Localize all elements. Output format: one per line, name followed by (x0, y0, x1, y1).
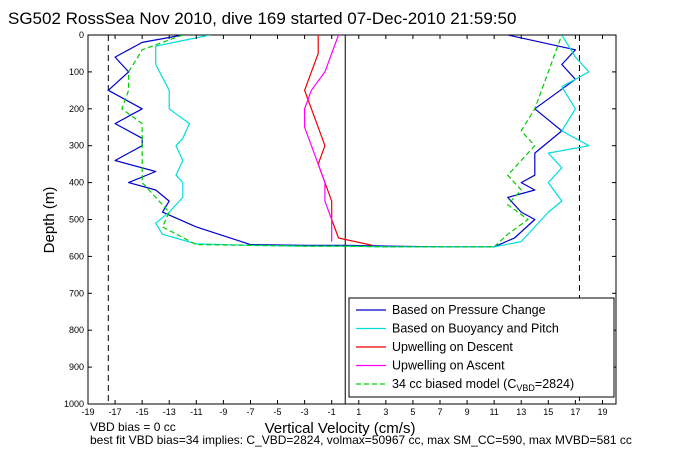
footer-fit-note: best fit VBD bias=34 implies: C_VBD=2824… (90, 433, 632, 447)
series-line-1 (155, 35, 590, 248)
y-tick-label: 500 (69, 215, 84, 225)
x-tick-label: 19 (597, 407, 607, 417)
y-tick-label: 400 (69, 178, 84, 188)
x-tick-label: 3 (383, 407, 388, 417)
x-tick-label: -5 (274, 407, 282, 417)
x-tick-label: -19 (81, 407, 94, 417)
y-tick-label: 700 (69, 288, 84, 298)
y-axis-ticks: 0 100 200 300 400 500 600 700 800 900 1000 (64, 30, 616, 409)
legend-label-1: Based on Buoyancy and Pitch (392, 322, 559, 336)
x-tick-label: 5 (410, 407, 415, 417)
series-lines (107, 35, 590, 248)
x-tick-label: 9 (465, 407, 470, 417)
x-tick-label: -13 (163, 407, 176, 417)
legend-label-4: 34 cc biased model (CVBD=2824) (392, 377, 574, 393)
x-tick-label: -1 (328, 407, 336, 417)
x-axis-label: Vertical Velocity (cm/s) (265, 420, 416, 437)
y-tick-label: 100 (69, 67, 84, 77)
y-tick-label: 200 (69, 104, 84, 114)
legend-label-3: Upwelling on Ascent (392, 359, 505, 373)
series-line-3 (304, 35, 340, 242)
x-tick-label: -15 (136, 407, 149, 417)
y-tick-label: 1000 (64, 399, 84, 409)
legend-subscript: VBD (516, 383, 535, 393)
x-tick-label: -17 (109, 407, 122, 417)
x-tick-label: 1 (356, 407, 361, 417)
x-tick-label: -3 (301, 407, 309, 417)
chart-title: SG502 RossSea Nov 2010, dive 169 started… (8, 9, 516, 28)
x-tick-label: 17 (570, 407, 580, 417)
legend-label-tail: =2824) (535, 377, 574, 391)
legend-label-2: Upwelling on Descent (392, 340, 513, 354)
y-axis-label: Depth (m) (41, 187, 58, 254)
x-tick-label: 15 (543, 407, 553, 417)
x-tick-label: 11 (489, 407, 498, 417)
y-tick-label: 800 (69, 325, 84, 335)
y-tick-label: 900 (69, 362, 84, 372)
x-axis-ticks: -19 -17 -15 -13 -11 -9 -7 -5 -3 -1 1 3 5 7 9 11 13 15 17 19 (81, 35, 607, 417)
reference-lines (107, 35, 580, 404)
y-tick-label: 0 (79, 30, 84, 40)
x-tick-label: -11 (190, 407, 202, 417)
footer-bias-note: VBD bias = 0 cc (90, 420, 176, 434)
y-tick-label: 600 (69, 251, 84, 261)
x-tick-label: 13 (516, 407, 526, 417)
x-tick-label: -9 (219, 407, 227, 417)
series-line-0 (107, 35, 577, 248)
x-tick-label: 7 (437, 407, 442, 417)
legend-box (348, 297, 615, 398)
x-tick-label: -7 (246, 407, 254, 417)
legend: Based on Pressure Change Based on Buoyanc… (348, 297, 615, 398)
legend-label-0: Based on Pressure Change (392, 303, 546, 317)
series-line-4 (121, 35, 563, 248)
y-tick-label: 300 (69, 141, 84, 151)
